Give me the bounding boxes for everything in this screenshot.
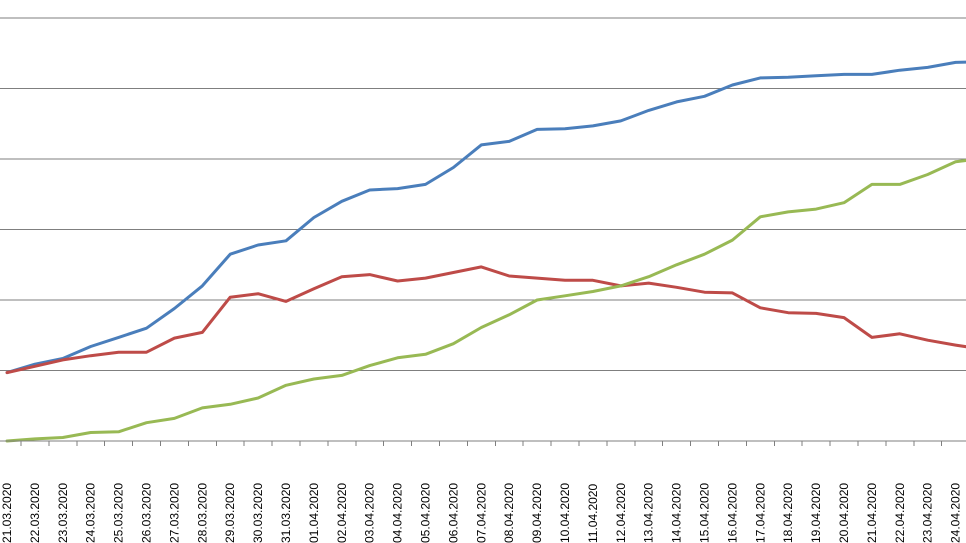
x-tick-label: 15.04.2020 — [698, 483, 712, 543]
x-tick-label: 03.04.2020 — [363, 483, 377, 543]
x-tick-label: 22.04.2020 — [893, 483, 907, 543]
series-lines — [5, 60, 966, 443]
x-tick-label: 09.04.2020 — [530, 483, 544, 543]
x-tick-label: 07.04.2020 — [474, 483, 488, 543]
series-line-1 — [5, 60, 966, 375]
gridlines — [0, 17, 966, 371]
x-tick-label: 28.03.2020 — [195, 483, 209, 543]
x-tick-label: 27.03.2020 — [167, 483, 181, 543]
x-tick-label: 29.03.2020 — [223, 483, 237, 543]
x-tick-label: 19.04.2020 — [809, 483, 823, 543]
x-tick-label: 01.04.2020 — [307, 483, 321, 543]
x-tick-label: 18.04.2020 — [781, 483, 795, 543]
x-tick-label: 21.04.2020 — [865, 483, 879, 543]
series-line-3 — [5, 158, 966, 443]
x-tick-label: 16.04.2020 — [725, 483, 739, 543]
x-tick-label: 31.03.2020 — [279, 483, 293, 543]
x-tick-label: 26.03.2020 — [140, 483, 154, 543]
x-tick-label: 10.04.2020 — [558, 483, 572, 543]
x-tick-label: 04.04.2020 — [391, 483, 405, 543]
x-tick-label: 02.04.2020 — [335, 483, 349, 543]
x-tick-label: 06.04.2020 — [446, 483, 460, 543]
x-tick-label: 05.04.2020 — [419, 483, 433, 543]
x-tick-label: 22.03.2020 — [28, 483, 42, 543]
x-tick-label: 13.04.2020 — [642, 483, 656, 543]
x-tick-label: 14.04.2020 — [670, 483, 684, 543]
x-tick-label: 23.03.2020 — [56, 483, 70, 543]
x-tick-label: 24.04.2020 — [949, 483, 963, 543]
x-tick-label: 23.04.2020 — [921, 483, 935, 543]
x-tick-label: 25.03.2020 — [112, 483, 126, 543]
series-line-2 — [5, 265, 966, 375]
x-tick-label: 21.03.2020 — [0, 483, 14, 543]
x-tick-label: 30.03.2020 — [251, 483, 265, 543]
x-tick-label: 11.04.2020 — [586, 484, 600, 543]
x-tick-label: 17.04.2020 — [753, 483, 767, 543]
x-tick-label: 24.03.2020 — [84, 483, 98, 543]
x-tick-label: 08.04.2020 — [502, 483, 516, 543]
x-axis — [0, 440, 966, 446]
x-tick-label: 20.04.2020 — [837, 483, 851, 543]
x-tick-label: 12.04.2020 — [614, 483, 628, 543]
x-tick-labels: 21.03.2020 22.03.2020 23.03.2020 24.03.2020… — [0, 483, 963, 543]
